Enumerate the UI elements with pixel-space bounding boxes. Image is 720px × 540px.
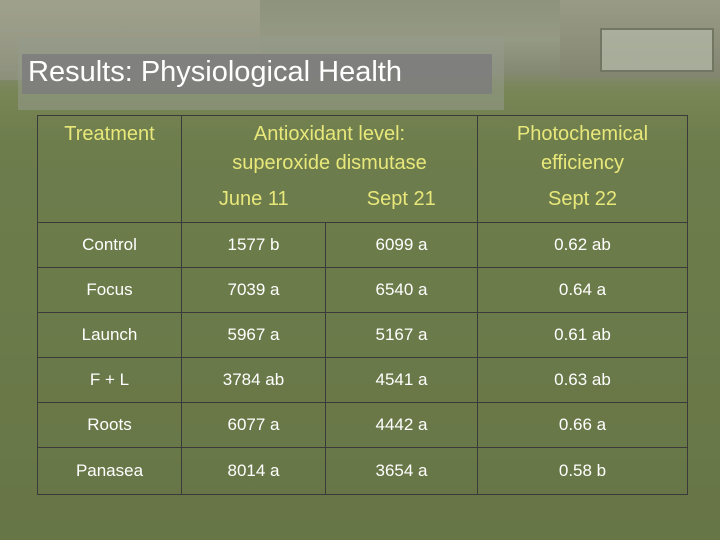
row-sept22-value: 0.63 ab	[477, 356, 688, 403]
row-sept21-value: 6540 a	[325, 266, 478, 313]
row-sept21-value: 5167 a	[325, 311, 478, 358]
row-sept21-value: 3654 a	[325, 446, 478, 495]
row-sept22-value: 0.61 ab	[477, 311, 688, 358]
header-row: Treatment Antioxidant level: superoxide …	[37, 115, 688, 178]
table-row: Control 1577 b 6099 a 0.62 ab	[37, 221, 688, 268]
row-june-value: 3784 ab	[181, 356, 326, 403]
date-june: June 11	[181, 178, 326, 223]
row-sept21-value: 4442 a	[325, 401, 478, 448]
row-sept21-value: 4541 a	[325, 356, 478, 403]
row-sept21-value: 6099 a	[325, 221, 478, 268]
row-treatment: Roots	[37, 401, 182, 448]
row-sept22-value: 0.66 a	[477, 401, 688, 448]
row-treatment: Panasea	[37, 446, 182, 495]
treatment-header: Treatment	[37, 115, 182, 178]
row-june-value: 7039 a	[181, 266, 326, 313]
date-sept21: Sept 21	[325, 178, 478, 223]
title-band	[22, 54, 492, 94]
table-row: Roots 6077 a 4442 a 0.66 a	[37, 401, 688, 448]
row-treatment: Control	[37, 221, 182, 268]
background-greenhouse	[600, 28, 714, 72]
slide-title: Results: Physiological Health	[28, 56, 402, 88]
row-sept22-value: 0.64 a	[477, 266, 688, 313]
results-table: Treatment Antioxidant level: superoxide …	[37, 115, 688, 495]
row-june-value: 1577 b	[181, 221, 326, 268]
row-treatment: F + L	[37, 356, 182, 403]
treatment-header-blank	[37, 178, 182, 223]
row-june-value: 5967 a	[181, 311, 326, 358]
table-row: Panasea 8014 a 3654 a 0.58 b	[37, 446, 688, 495]
row-treatment: Launch	[37, 311, 182, 358]
row-sept22-value: 0.58 b	[477, 446, 688, 495]
table-row: Focus 7039 a 6540 a 0.64 a	[37, 266, 688, 313]
date-sept22: Sept 22	[477, 178, 688, 223]
date-row: June 11 Sept 21 Sept 22	[37, 178, 688, 223]
treatment-header-label: Treatment	[64, 123, 155, 145]
antioxidant-header-line2: superoxide dismutase	[232, 152, 427, 174]
photochemical-header: Photochemical efficiency	[477, 115, 688, 178]
table-row: F + L 3784 ab 4541 a 0.63 ab	[37, 356, 688, 403]
photochemical-header-line1: Photochemical	[516, 123, 649, 145]
photochemical-header-line2: efficiency	[540, 152, 624, 174]
antioxidant-header-line1: Antioxidant level:	[253, 123, 406, 145]
row-treatment: Focus	[37, 266, 182, 313]
row-june-value: 6077 a	[181, 401, 326, 448]
row-june-value: 8014 a	[181, 446, 326, 495]
antioxidant-header: Antioxidant level: superoxide dismutase	[181, 115, 478, 178]
row-sept22-value: 0.62 ab	[477, 221, 688, 268]
table-row: Launch 5967 a 5167 a 0.61 ab	[37, 311, 688, 358]
